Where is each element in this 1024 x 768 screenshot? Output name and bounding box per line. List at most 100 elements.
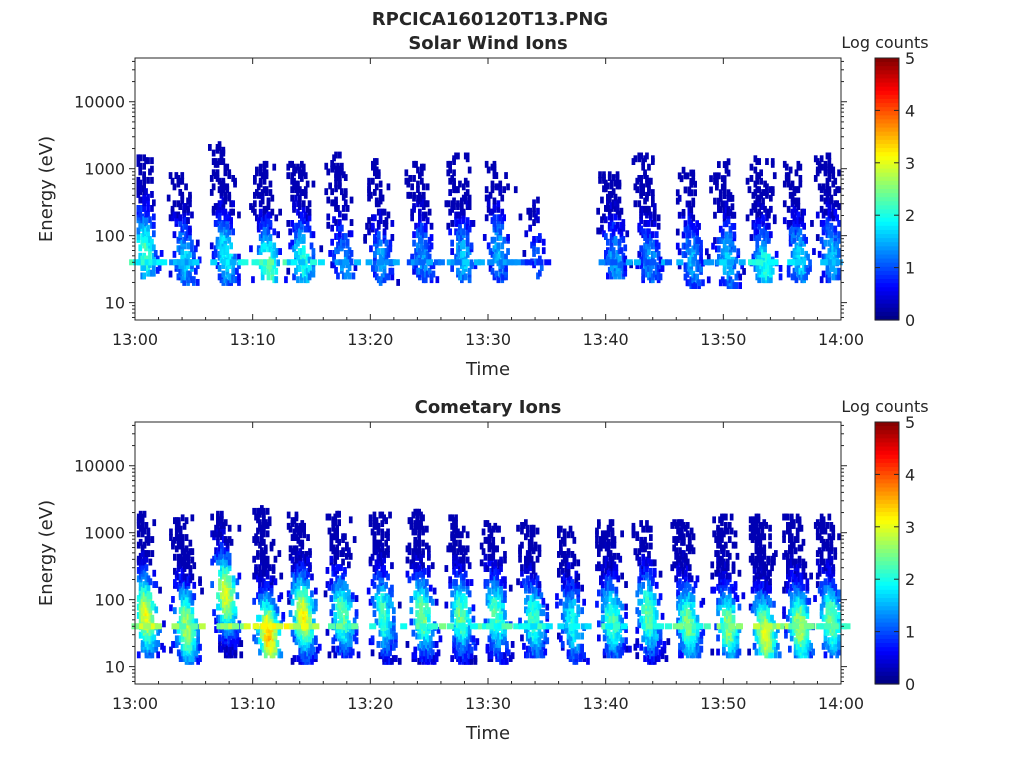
heatmap-cell: [707, 259, 715, 266]
heatmap-cell: [486, 166, 491, 174]
colorbar-tick-label: 3: [905, 154, 915, 173]
heatmap-cell: [307, 200, 312, 208]
heatmap-cell: [302, 652, 306, 660]
heatmap-cell: [715, 172, 719, 180]
heatmap-cell: [213, 250, 218, 258]
heatmap-cell: [491, 542, 496, 550]
heatmap-cell: [194, 649, 199, 657]
heatmap-cell: [596, 207, 600, 215]
heatmap-cell: [266, 211, 271, 219]
heatmap-cell: [510, 652, 515, 660]
heatmap-cell: [463, 191, 468, 199]
heatmap-cell: [606, 238, 610, 246]
heatmap-cell: [140, 255, 145, 263]
heatmap-cell: [258, 200, 263, 208]
heatmap-cell: [641, 267, 645, 275]
heatmap-cell: [263, 617, 268, 625]
heatmap-cell: [469, 646, 474, 654]
heatmap-cell: [693, 273, 697, 281]
heatmap-cell: [388, 259, 396, 266]
heatmap-cell: [140, 550, 145, 557]
heatmap-cell: [651, 220, 655, 227]
heatmap-cell: [372, 531, 377, 539]
heatmap-cell: [196, 624, 200, 631]
heatmap-cell: [264, 220, 269, 227]
heatmap-cell: [290, 629, 295, 637]
heatmap-cell: [190, 245, 194, 253]
heatmap-cell: [290, 587, 295, 595]
heatmap-cell: [367, 217, 371, 224]
heatmap-cell: [465, 250, 470, 258]
heatmap-cell: [611, 174, 616, 181]
heatmap-cell: [335, 592, 339, 600]
heatmap-cell: [208, 144, 212, 151]
heatmap-cell: [373, 250, 377, 258]
heatmap-cell: [720, 200, 725, 208]
heatmap-cell: [288, 545, 293, 553]
colorbar-band: [875, 139, 899, 145]
heatmap-cell: [259, 259, 267, 266]
heatmap-cell: [260, 538, 264, 546]
heatmap-cell: [175, 623, 183, 630]
heatmap-cell: [755, 186, 760, 194]
heatmap-cell: [467, 643, 472, 651]
heatmap-cell: [225, 538, 230, 546]
heatmap-cell: [150, 642, 155, 650]
heatmap-cell: [269, 541, 274, 549]
heatmap-cell: [483, 536, 488, 544]
heatmap-cell: [505, 623, 513, 630]
heatmap-cell: [235, 592, 240, 600]
heatmap-cell: [301, 245, 306, 253]
heatmap-cell: [794, 169, 799, 177]
heatmap-cell: [190, 618, 195, 626]
heatmap-cell: [260, 273, 265, 281]
heatmap-cell: [352, 617, 357, 625]
heatmap-cell: [503, 610, 507, 617]
heatmap-cell: [502, 253, 506, 261]
heatmap-cell: [428, 641, 433, 648]
heatmap-cell: [415, 632, 419, 640]
heatmap-cell: [494, 172, 499, 179]
heatmap-cell: [294, 194, 298, 202]
heatmap-cell: [333, 567, 338, 574]
heatmap-cell: [460, 256, 464, 264]
heatmap-cell: [607, 221, 612, 229]
heatmap-cell: [516, 524, 520, 532]
heatmap-cell: [485, 536, 490, 544]
heatmap-cell: [499, 652, 503, 660]
heatmap-cell: [475, 638, 480, 646]
heatmap-cell: [317, 643, 322, 651]
x-tick-label: 13:40: [583, 330, 629, 349]
heatmap-cell: [260, 505, 264, 512]
heatmap-cell: [380, 584, 385, 592]
heatmap-cell: [418, 225, 422, 233]
heatmap-cell: [300, 570, 305, 578]
heatmap-cell: [823, 160, 828, 168]
heatmap-cell: [148, 269, 152, 277]
heatmap-cell: [260, 597, 264, 605]
heatmap-cell: [331, 516, 336, 524]
heatmap-cell: [645, 152, 649, 160]
heatmap-cell: [341, 533, 345, 541]
heatmap-cell: [256, 536, 260, 543]
heatmap-cell: [335, 575, 339, 583]
heatmap-cell: [138, 631, 143, 639]
heatmap-cell: [484, 214, 489, 222]
heatmap-cell: [461, 267, 466, 275]
heatmap-cell: [755, 259, 763, 266]
heatmap-cell: [216, 558, 220, 566]
heatmap-cell: [420, 236, 424, 244]
heatmap-cell: [761, 276, 765, 284]
heatmap-cell: [394, 632, 398, 640]
heatmap-cell: [482, 234, 487, 241]
heatmap-cell: [416, 267, 420, 275]
heatmap-cell: [524, 533, 528, 541]
heatmap-cell: [600, 224, 604, 232]
heatmap-cell: [722, 265, 727, 273]
heatmap-cell: [213, 220, 218, 227]
heatmap-cell: [483, 553, 488, 561]
heatmap-cell: [260, 222, 265, 230]
heatmap-cell: [525, 550, 530, 557]
heatmap-cell: [415, 618, 419, 626]
heatmap-cell: [260, 552, 264, 560]
